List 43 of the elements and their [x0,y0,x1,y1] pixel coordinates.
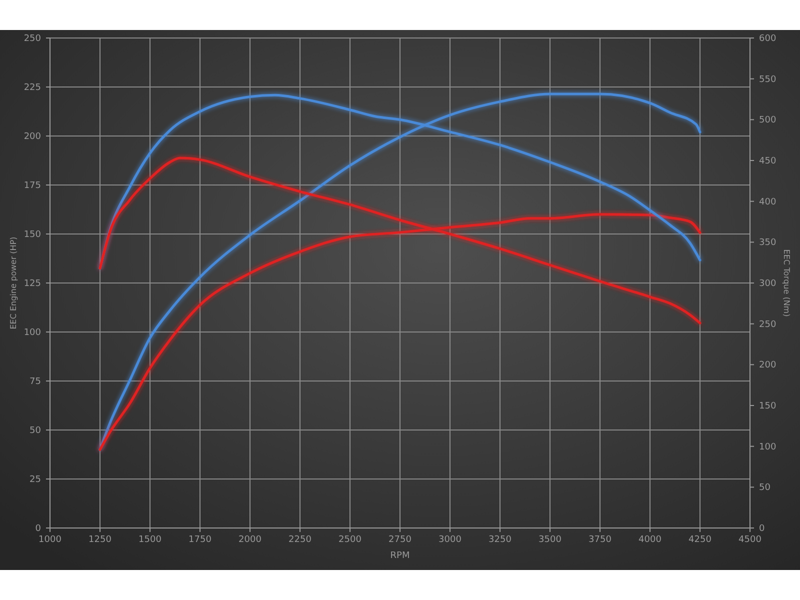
x-tick-label: 1750 [188,535,212,545]
y-tick-label: 200 [24,132,42,142]
y-tick-label: 75 [30,377,41,387]
line-series [98,92,702,451]
y2-tick-label: 550 [759,74,776,85]
x-tick-label: 2000 [238,535,262,545]
y2-tick-label: 250 [759,320,776,330]
y2-tick-label: 600 [759,34,776,44]
y-tick-label: 25 [30,475,41,485]
y2-tick-label: 200 [759,360,776,371]
y-tick-label: 175 [24,181,41,191]
y2-tick-label: 0 [759,524,765,534]
y2-tick-label: 50 [759,483,771,494]
x-tick-label: 3250 [488,535,512,545]
y-axis-title: EEC Engine power (HP) [9,236,18,330]
x-tick-label: 1500 [138,535,162,545]
y-tick-label: 50 [30,426,42,436]
x-tick-label: 3750 [588,535,612,545]
x-axis-title: RPM [390,551,410,561]
y-tick-label: 150 [24,230,42,240]
y2-tick-label: 150 [759,402,776,412]
y-tick-label: 100 [24,328,42,338]
x-tick-label: 2500 [338,535,362,545]
y-tick-label: 225 [24,83,41,93]
x-tick-label: 3000 [438,535,462,545]
y2-tick-label: 500 [759,116,776,126]
x-tick-label: 4500 [738,535,762,545]
y2-tick-label: 350 [759,238,776,248]
x-tick-label: 4250 [688,535,712,545]
y-tick-label: 125 [24,279,41,289]
y-tick-label: 0 [35,524,42,534]
x-tick-label: 3500 [538,535,562,545]
x-tick-label: 1250 [88,535,112,545]
y2-tick-label: 300 [759,279,776,289]
x-tick-label: 1000 [38,535,62,545]
x-tick-label: 2750 [388,535,412,545]
y-tick-label: 250 [24,34,42,44]
y2-tick-label: 400 [759,197,776,208]
y2-tick-label: 100 [759,442,776,452]
x-tick-label: 2250 [288,535,312,545]
y2-tick-label: 450 [759,156,776,166]
y2-axis-title: EEC Torque (Nm) [782,249,791,317]
x-tick-label: 4000 [638,535,662,545]
